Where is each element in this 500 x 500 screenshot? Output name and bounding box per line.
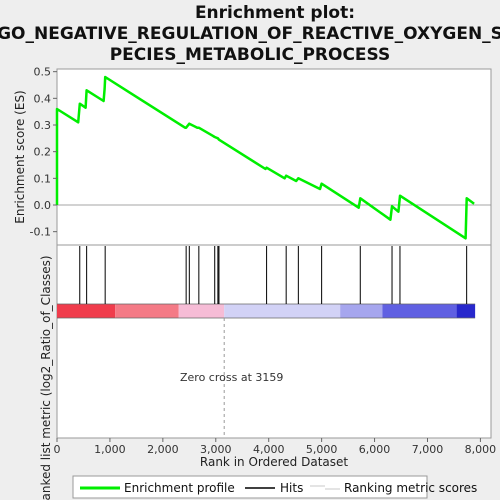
ranking-metric-bar: [57, 303, 476, 319]
top-panel-frame: [56, 68, 492, 246]
ranking-segment-6: [456, 304, 476, 318]
legend: Enrichment profile Hits Ranking metric s…: [72, 475, 477, 499]
hit-markers: [79, 246, 468, 304]
enrichment-profile-line-0: [55, 75, 475, 240]
x-tick-label-5: 5,000: [306, 443, 338, 456]
y-tick-label-1: 0.0: [34, 199, 52, 212]
legend-ranking-label: Ranking metric scores: [344, 481, 477, 495]
x-tick-label-4: 4,000: [253, 443, 285, 456]
x-tick-label-7: 7,000: [412, 443, 444, 456]
es-axis-title: Enrichment score (ES): [13, 90, 27, 223]
legend-box: [72, 475, 428, 499]
y-tick-label-4: 0.3: [34, 119, 52, 132]
x-tick-label-0: 0: [54, 443, 61, 456]
chart-title-line-3: PECIES_METABOLIC_PROCESS: [110, 45, 391, 65]
y-tick-label-6: 0.5: [34, 66, 52, 79]
rank-x-axis: 0 1,000 2,000 3,000 4,000 5,000 6,000 7,000 8,00…: [54, 438, 497, 456]
y-tick-label-2: 0.1: [34, 172, 52, 185]
zero-cross-annotation: Zero cross at 3159: [180, 371, 283, 384]
bottom-panel-frame: [56, 244, 492, 439]
ranking-segment-3: [224, 304, 341, 318]
legend-hits-label: Hits: [280, 481, 303, 495]
x-tick-label-8: 8,000: [465, 443, 497, 456]
ranked-metric-axis-title: Ranked list metric (log2_Ratio_of_Classe…: [39, 255, 53, 500]
ranking-segment-5: [382, 304, 457, 318]
chart-title: Enrichment plot: GO_NEGATIVE_REGULATION_…: [0, 3, 500, 65]
x-tick-label-6: 6,000: [359, 443, 391, 456]
y-tick-label-5: 0.4: [34, 92, 52, 105]
chart-title-line-1: Enrichment plot:: [195, 3, 355, 23]
ranking-segment-1: [115, 304, 179, 318]
rank-axis-title: Rank in Ordered Dataset: [200, 455, 348, 469]
x-tick-label-1: 1,000: [94, 443, 126, 456]
y-tick-label-3: 0.2: [34, 146, 52, 159]
x-tick-label-2: 2,000: [147, 443, 179, 456]
y-tick-label-0: -0.1: [30, 226, 51, 239]
ranking-segment-0: [57, 304, 116, 318]
ranking-segment-2: [178, 304, 225, 318]
ranking-segment-4: [340, 304, 383, 318]
enrichment-profile: [55, 75, 491, 240]
legend-profile-label: Enrichment profile: [124, 481, 235, 495]
x-tick-label-3: 3,000: [200, 443, 232, 456]
chart-title-line-2: GO_NEGATIVE_REGULATION_OF_REACTIVE_OXYGE…: [0, 24, 500, 44]
es-y-axis: -0.1 0.0 0.1 0.2 0.3 0.4 0.5: [30, 66, 57, 239]
